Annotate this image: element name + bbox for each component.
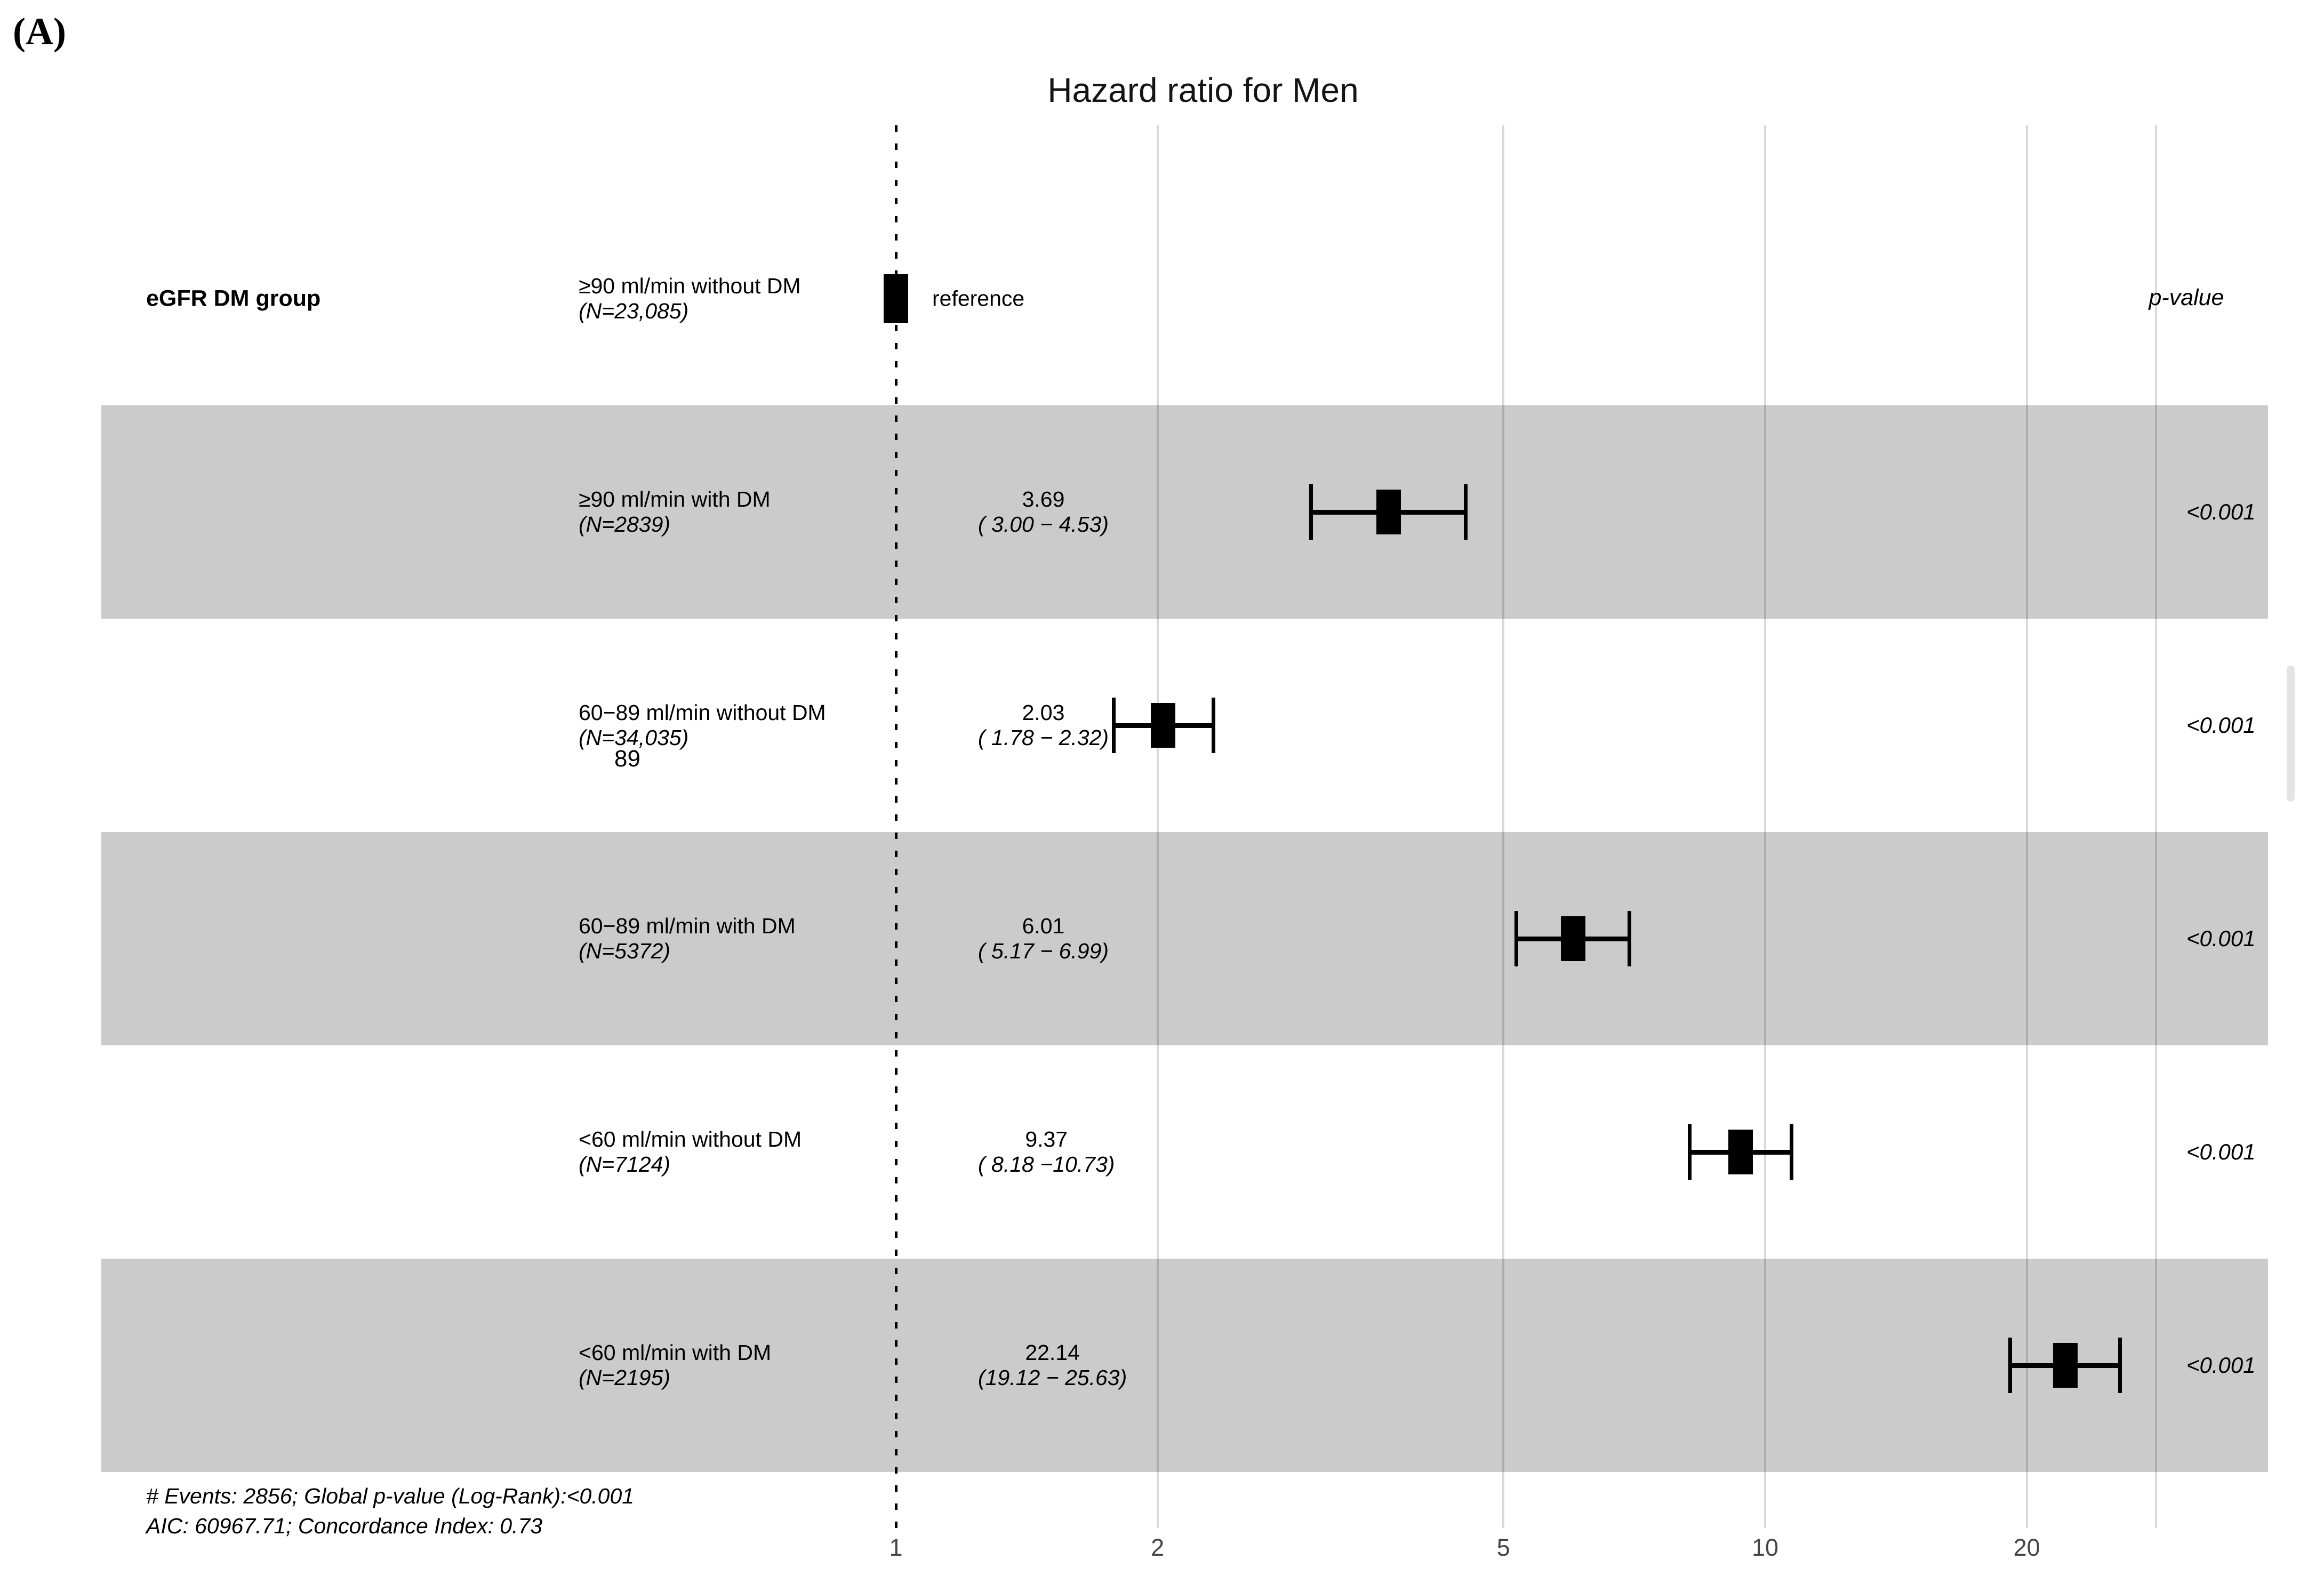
row-group-label: <60 ml/min without DM (N=7124): [579, 1127, 802, 1177]
group-name: ≥90 ml/min without DM: [579, 274, 801, 298]
ci-cap-high: [1211, 698, 1215, 753]
row-group-label: 60−89 ml/min without DM (N=34,035): [579, 700, 826, 750]
group-n-count: (N=23,085): [579, 299, 689, 323]
x-tick-label: 20: [2013, 1534, 2040, 1561]
row-p-value: <0.001: [2186, 926, 2256, 951]
group-name: <60 ml/min with DM: [579, 1340, 772, 1365]
column-header-group: eGFR DM group: [146, 285, 321, 311]
hr-point-marker: [1151, 703, 1176, 748]
ci-cap-low: [2008, 1338, 2012, 1393]
row-group-label: 60−89 ml/min with DM (N=5372): [579, 914, 796, 964]
hr-value: 2.03: [1022, 700, 1065, 725]
group-name: <60 ml/min without DM: [579, 1127, 802, 1151]
row-estimate: 9.37( 8.18 −10.73): [978, 1127, 1115, 1177]
ci-cap-low: [1514, 911, 1518, 966]
ci-range: ( 1.78 − 2.32): [978, 725, 1109, 750]
ci-cap-high: [2118, 1338, 2122, 1393]
hr-value: 22.14: [1025, 1340, 1080, 1365]
x-gridline: [1502, 125, 1505, 1528]
ci-cap-low: [1309, 484, 1313, 540]
group-name: 60−89 ml/min with DM: [579, 914, 796, 938]
hr-point-marker: [1728, 1130, 1753, 1174]
ci-cap-high: [1789, 1124, 1793, 1180]
row-p-value: <0.001: [2186, 1139, 2256, 1164]
row-shading-band: [101, 1259, 2268, 1472]
row-shading-band: [101, 832, 2268, 1045]
group-n-count: (N=7124): [579, 1152, 671, 1177]
group-n-count: (N=34,035): [579, 725, 689, 750]
stray-text: 89: [614, 746, 640, 772]
x-tick-label: 1: [889, 1534, 903, 1561]
row-group-label: ≥90 ml/min with DM (N=2839): [579, 487, 771, 537]
group-n-count: (N=2839): [579, 512, 671, 537]
hr-value: 6.01: [1022, 914, 1065, 938]
row-p-value: <0.001: [2186, 713, 2256, 738]
ci-range: ( 3.00 − 4.53): [978, 512, 1109, 537]
footnote-events: # Events: 2856; Global p-value (Log-Rank…: [146, 1484, 635, 1508]
group-n-count: (N=5372): [579, 939, 671, 963]
row-estimate: 3.69( 3.00 − 4.53): [978, 487, 1109, 537]
hr-point-marker: [1376, 490, 1401, 534]
ci-range: ( 5.17 − 6.99): [978, 939, 1109, 963]
hr-point-marker: [1560, 916, 1585, 961]
panel-label: (A): [13, 10, 66, 53]
row-estimate: 22.14 (19.12 − 25.63): [978, 1340, 1127, 1390]
row-p-value: <0.001: [2186, 1353, 2256, 1378]
chart-title: Hazard ratio for Men: [1047, 71, 1359, 109]
reference-label: reference: [932, 286, 1025, 311]
group-name: 60−89 ml/min without DM: [579, 700, 826, 725]
row-shading-band: [101, 405, 2268, 619]
hr-value: 3.69: [1022, 487, 1065, 511]
x-gridline: [1156, 125, 1159, 1528]
scrollbar-thumb[interactable]: [2287, 666, 2295, 802]
ci-range: ( 8.18 −10.73): [978, 1152, 1115, 1177]
x-gridline: [1764, 125, 1766, 1528]
row-group-label: ≥90 ml/min without DM (N=23,085): [579, 274, 801, 324]
x-tick-label: 5: [1496, 1534, 1510, 1561]
row-estimate: 2.03( 1.78 − 2.32): [978, 700, 1109, 750]
hr-point-marker: [2053, 1343, 2078, 1388]
reference-marker: [884, 274, 908, 323]
x-tick-label: 10: [1751, 1534, 1779, 1561]
group-name: ≥90 ml/min with DM: [579, 487, 771, 511]
ci-cap-low: [1687, 1124, 1692, 1180]
ci-cap-high: [1628, 911, 1632, 966]
column-header-pvalue: p-value: [2149, 285, 2224, 310]
hr-value: 9.37: [1025, 1127, 1068, 1151]
row-p-value: <0.001: [2186, 499, 2256, 524]
footnote-aic: AIC: 60967.71; Concordance Index: 0.73: [146, 1514, 543, 1538]
row-estimate: 6.01( 5.17 − 6.99): [978, 914, 1109, 964]
ci-range: (19.12 − 25.63): [978, 1365, 1127, 1390]
reference-line-hr1: [895, 125, 897, 1528]
ci-cap-high: [1464, 484, 1468, 540]
ci-cap-low: [1112, 698, 1116, 753]
x-tick-label: 2: [1151, 1534, 1165, 1561]
group-n-count: (N=2195): [579, 1365, 671, 1390]
row-group-label: <60 ml/min with DM (N=2195): [579, 1340, 771, 1390]
x-gridline-right-edge: [2155, 125, 2157, 1528]
x-gridline: [2025, 125, 2028, 1528]
